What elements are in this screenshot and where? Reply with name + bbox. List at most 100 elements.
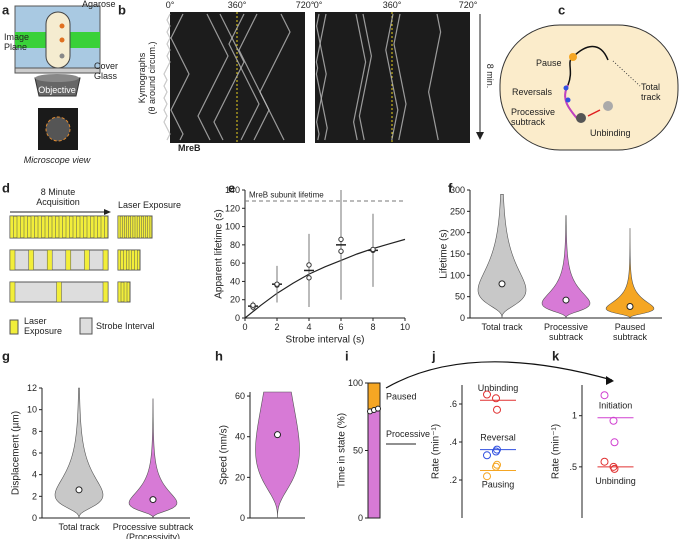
spot: [59, 23, 65, 29]
y-axis-label: Rate (min⁻¹): [551, 424, 562, 479]
y-tick-label: 0: [460, 313, 465, 323]
y-tick-label: 2: [32, 491, 37, 501]
panel-label: d: [2, 181, 10, 196]
kymo-streak: [238, 13, 270, 141]
text-line: subtrack: [549, 332, 584, 342]
arrow-head: [104, 209, 111, 215]
angle-tick: 720°: [459, 0, 478, 10]
rate-point: [600, 391, 609, 400]
y-tick-label: 120: [225, 203, 240, 213]
kymo-streak: [197, 13, 229, 141]
y-tick-label: .5: [569, 462, 577, 472]
panel-label: f: [448, 181, 453, 196]
exposure-stripe: [102, 249, 109, 271]
series-label: Paused: [386, 392, 417, 402]
reversal-point: [563, 85, 569, 91]
connector-arrow: [385, 361, 613, 389]
exposure-stripe: [147, 215, 151, 239]
y-tick-label: 250: [450, 206, 465, 216]
replicate-point: [375, 405, 381, 412]
x-tick-label: 10: [400, 322, 410, 332]
text-line: Paused: [615, 322, 646, 332]
rate-point: [483, 472, 491, 481]
rate-point: [492, 394, 500, 403]
angle-tick: 360°: [228, 0, 247, 10]
series-label: Unbinding: [478, 383, 519, 393]
panel-label: c: [558, 3, 565, 18]
series-label: Initiation: [599, 401, 633, 411]
exposure-stripe: [72, 215, 77, 239]
angle-tick: 0°: [166, 0, 175, 10]
median-point: [562, 296, 570, 304]
kymo-streak: [259, 13, 291, 141]
exposure-stripe: [117, 281, 122, 303]
protein-label: MreB: [178, 143, 201, 153]
exposure-stripe: [58, 215, 63, 239]
panel-b-kymographs: 0° 360° 720° 0° 360° 720° Kymographs(θ a…: [137, 0, 495, 153]
exposure-stripe: [9, 215, 14, 239]
text-line: Plane: [4, 42, 27, 52]
data-point: [338, 236, 344, 243]
violin: [54, 387, 104, 519]
y-tick-label: 50: [455, 292, 465, 302]
arrow-head: [476, 132, 484, 140]
panel-label: g: [2, 349, 10, 364]
kymo-streak: [393, 13, 407, 141]
exposure-stripe: [30, 215, 35, 239]
median-point: [498, 280, 506, 288]
x-tick-label: Processive subtrack: [544, 322, 588, 342]
panel-label: i: [345, 349, 349, 364]
panel-label: b: [118, 3, 126, 18]
y-tick-label: 50: [353, 446, 363, 456]
text-line: 8 Minute: [41, 187, 76, 197]
spot: [59, 37, 65, 43]
kymo-streak: [352, 13, 367, 141]
kymo-streak: [385, 13, 399, 141]
y-tick-label: 1: [572, 411, 577, 421]
x-tick-label: 4: [306, 322, 311, 332]
y-tick-label: 80: [230, 240, 240, 250]
y-tick-label: 0: [240, 513, 245, 523]
text-line: (Processivity): [126, 532, 180, 539]
rate-point: [600, 457, 609, 466]
x-tick-label: 2: [274, 322, 279, 332]
text-line: subtrack: [613, 332, 648, 342]
panel-label: h: [215, 349, 223, 364]
cell-image: [45, 116, 71, 142]
exposure-stripe: [100, 215, 105, 239]
text-line: Laser: [24, 316, 47, 326]
series-label: Reversal: [480, 433, 516, 443]
exposure-stripe: [79, 215, 84, 239]
rate-point: [610, 464, 619, 473]
exposure-stripe: [122, 215, 125, 239]
violin: [477, 193, 527, 319]
exposure-stripe: [16, 215, 21, 239]
y-axis-label: Rate (min⁻¹): [431, 424, 442, 479]
y-tick-label: 140: [225, 185, 240, 195]
label: Objective: [38, 85, 76, 95]
exposure-stripe: [86, 215, 91, 239]
x-tick-label: Total track: [58, 522, 100, 532]
legend-swatch: [79, 317, 93, 335]
data-point: [274, 281, 280, 287]
panel-label: a: [2, 3, 10, 18]
y-tick-label: 8: [32, 426, 37, 436]
exposure-stripe: [56, 281, 62, 303]
panel-label: k: [552, 349, 560, 364]
data-point: [306, 262, 312, 268]
objective-top: [35, 74, 79, 82]
y-tick-label: 40: [230, 276, 240, 286]
label: Agarose: [82, 0, 116, 9]
y-tick-label: 0: [358, 513, 363, 523]
series-label: Processive: [386, 429, 430, 439]
exposure-stripe: [143, 215, 146, 239]
kymo-streak: [170, 13, 190, 141]
label: Pause: [536, 58, 562, 68]
y-tick-label: 100: [348, 378, 363, 388]
exposure-stripe: [93, 215, 98, 239]
label: Total track: [641, 82, 661, 102]
label: Processive subtrack: [511, 107, 555, 127]
x-tick-label: 6: [338, 322, 343, 332]
text-line: subtrack: [511, 117, 546, 127]
